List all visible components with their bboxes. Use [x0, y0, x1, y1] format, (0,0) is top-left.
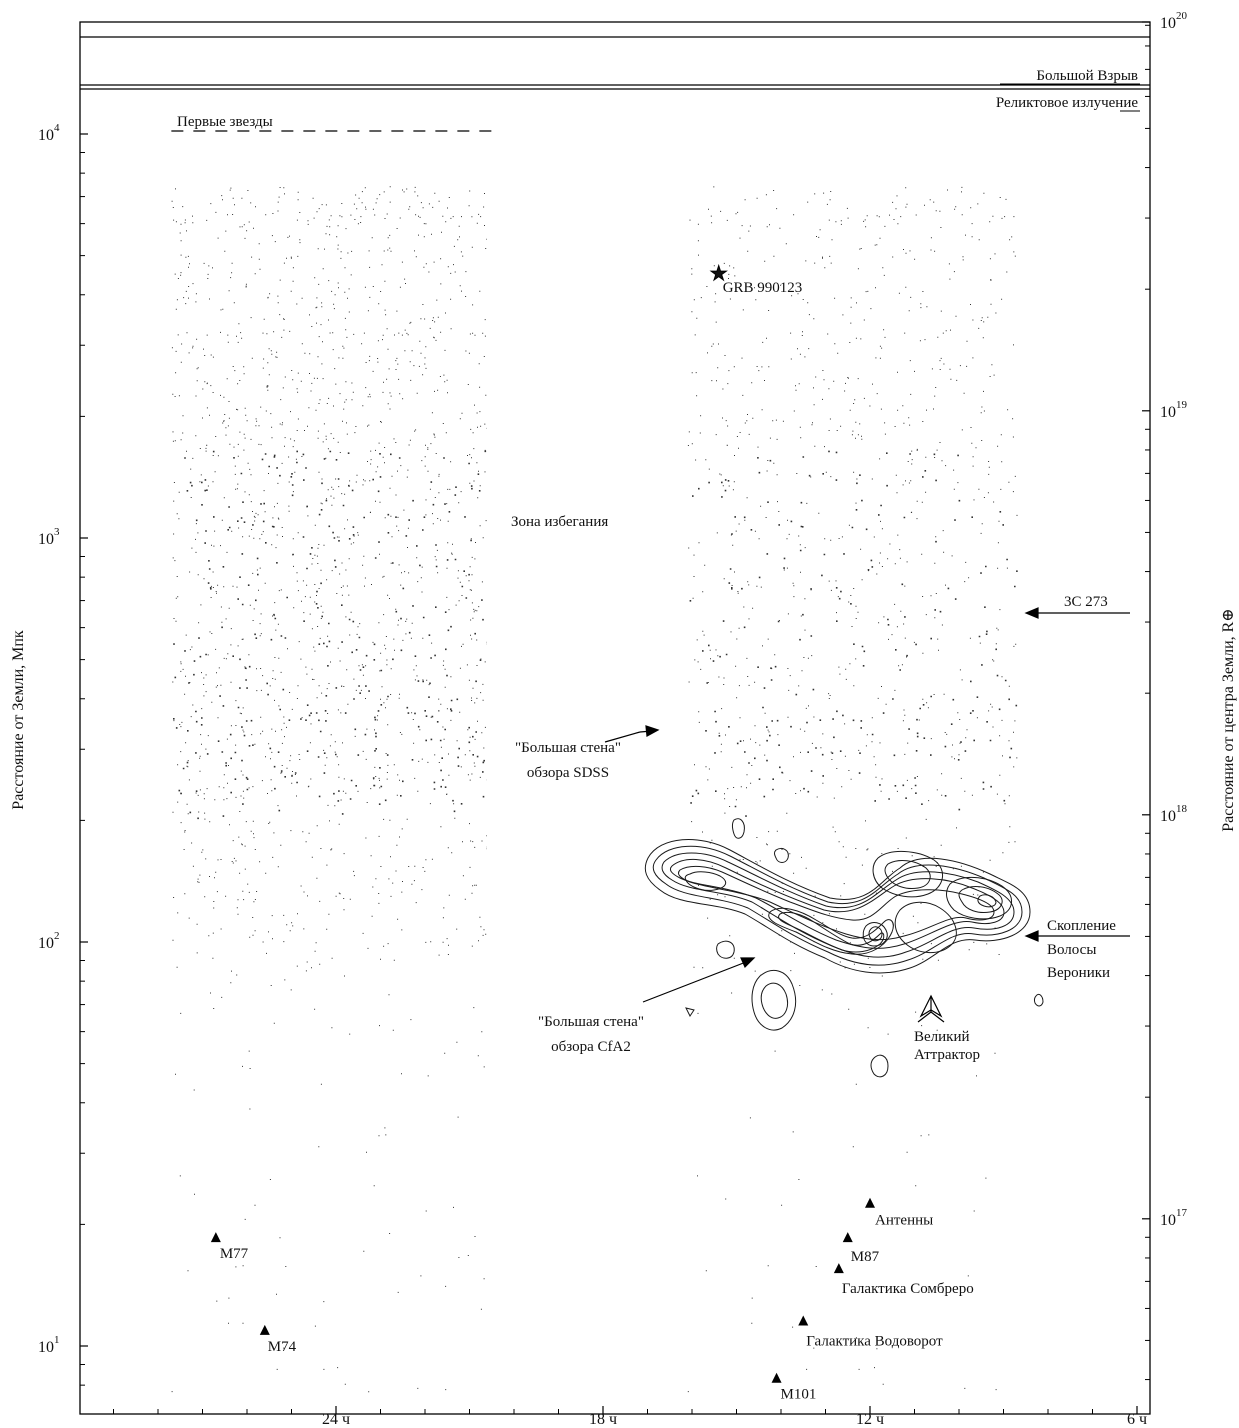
great-attractor-label-line2: Аттрактор	[914, 1047, 980, 1063]
x-tick-label: 24 ч	[322, 1411, 350, 1428]
annotation-arrows	[604, 607, 1130, 1003]
object-triangle-marker	[210, 1232, 221, 1243]
sdss-wall-label-line2: обзора SDSS	[527, 765, 609, 781]
object-triangle-marker	[798, 1315, 809, 1326]
right-tick-label: 1020	[1160, 10, 1188, 32]
3c273-label: 3C 273	[1064, 594, 1108, 610]
first-stars-label: Первые звезды	[177, 114, 273, 130]
coma-label-line1: Скопление	[1047, 918, 1116, 934]
great-attractor-marker	[917, 994, 945, 1023]
sdss-wall-label-line1: "Большая стена"	[515, 740, 621, 756]
object-triangle-marker	[771, 1372, 782, 1383]
cfa2-wall-label-line1: "Большая стена"	[538, 1014, 644, 1030]
object-label: M77	[220, 1246, 249, 1262]
object-label: Галактика Сомбреро	[842, 1281, 974, 1297]
big-bang-label: Большой Взрыв	[1036, 68, 1138, 84]
y-axis-title-left: Расстояние от Земли, Мпк	[10, 630, 27, 810]
y-tick-label: 103	[38, 526, 60, 548]
object-label: Галактика Водоворот	[806, 1333, 943, 1349]
object-label: M87	[851, 1249, 880, 1265]
object-triangle-marker	[833, 1263, 844, 1274]
cmb-label: Реликтовое излучение	[996, 95, 1139, 111]
y-axis-title-right: Расстояние от центра Земли, R⊕	[1220, 608, 1237, 831]
object-triangle-marker	[259, 1324, 270, 1335]
coma-label-line2: Волосы	[1047, 942, 1096, 958]
object-triangle-marker	[865, 1197, 875, 1208]
great-attractor-label-line1: Великий	[914, 1029, 970, 1045]
y-tick-label: 101	[38, 1334, 60, 1356]
y-tick-label: 102	[38, 930, 60, 952]
x-tick-label: 18 ч	[589, 1411, 617, 1428]
y-tick-label: 104	[38, 122, 60, 144]
cfa2-density-contours	[644, 818, 1044, 1078]
galaxy-points-right	[687, 186, 1018, 1393]
galaxy-points-left	[171, 186, 487, 1393]
x-tick-label: 12 ч	[856, 1411, 884, 1428]
coma-label-line3: Вероники	[1047, 965, 1110, 981]
object-label: M101	[781, 1387, 817, 1403]
cfa2-wall-label-line2: обзора CfA2	[551, 1039, 631, 1055]
object-label: Антенны	[875, 1213, 933, 1229]
object-label: M74	[268, 1339, 297, 1355]
galaxy-point-cloud	[171, 186, 487, 1393]
plot-frame	[79, 21, 1151, 1415]
galaxy-point-cloud	[687, 186, 1018, 1393]
object-star-marker: ★	[710, 263, 728, 285]
right-tick-label: 1019	[1160, 399, 1188, 421]
x-tick-label: 6 ч	[1127, 1411, 1147, 1428]
x-ticks: 24 ч 18 ч 12 ч 6 ч	[113, 1406, 1147, 1428]
zone-of-avoidance-label: Зона избегания	[511, 514, 608, 530]
object-label: GRB 990123	[723, 280, 803, 296]
object-triangle-marker	[842, 1232, 853, 1243]
right-y-ticks: 1017 1018 1019 1020	[1142, 10, 1188, 1381]
left-y-ticks: 101 102 103 104	[38, 122, 88, 1386]
right-tick-label: 1018	[1160, 803, 1188, 825]
object-markers: M77 M74 M101 Галактика Водоворот Галактика С…	[210, 263, 974, 1403]
right-tick-label: 1017	[1160, 1207, 1188, 1229]
